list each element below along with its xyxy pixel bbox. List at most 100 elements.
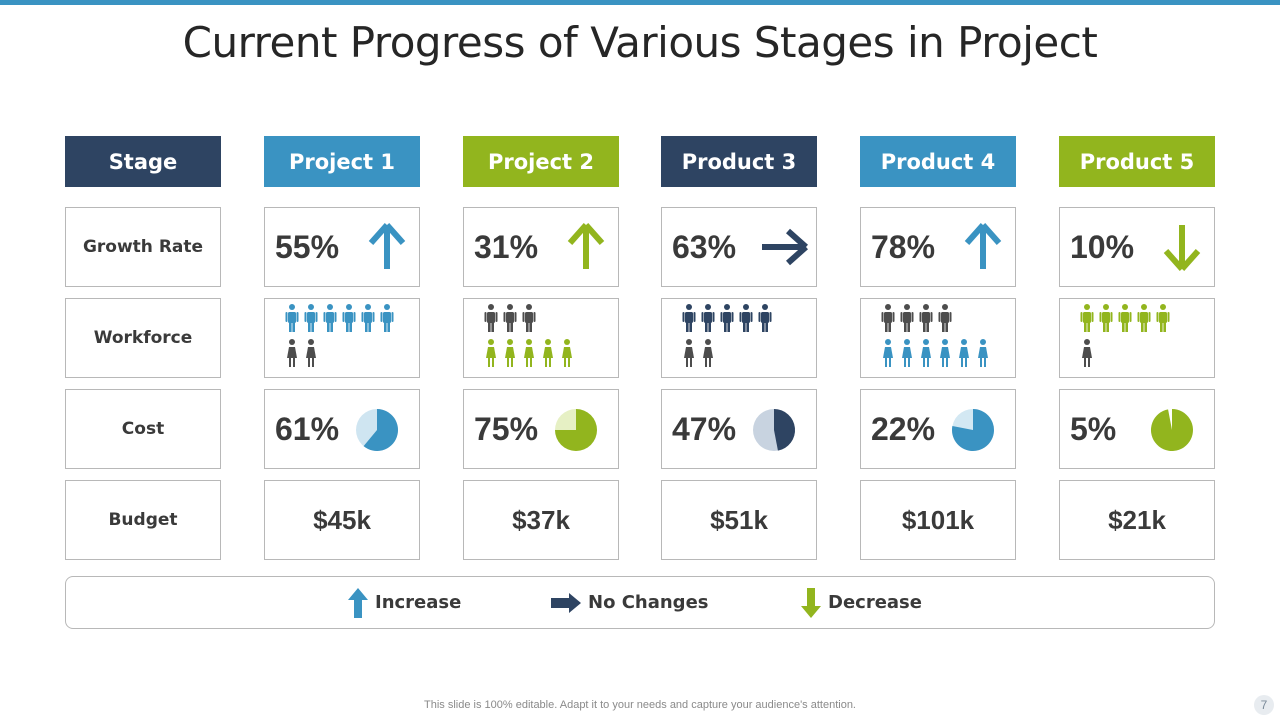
row-label-cost: Cost [65,389,221,469]
row-label-workforce: Workforce [65,298,221,378]
pie-chart-icon [951,409,994,451]
male-person-icon [720,304,734,332]
female-person-icon [486,339,496,367]
male-person-icon [380,304,394,332]
male-person-icon [682,304,696,332]
cost-value: 61% [275,410,340,447]
column-header-project-1: Project 1 [264,136,420,187]
row-label-budget: Budget [65,480,221,560]
workforce-cell [860,298,1016,378]
male-person-icon [1137,304,1151,332]
female-person-icon [505,339,515,367]
arrow-up-icon [348,587,368,618]
male-person-icon [758,304,772,332]
footer-note: This slide is 100% editable. Adapt it to… [424,699,856,711]
slide-title: Current Progress of Various Stages in Pr… [182,18,1098,67]
arrow-down-icon [1163,225,1201,271]
male-person-icon [919,304,933,332]
cost-value: 47% [672,410,737,447]
row-label-growth-rate: Growth Rate [65,207,221,287]
growth-rate-cell: 31% [463,207,619,287]
arrow-down-icon [801,587,821,618]
legend-increase-label: Increase [375,592,462,613]
workforce-cell [661,298,817,378]
budget-value: $51k [661,480,817,560]
legend-decrease: Decrease [800,577,922,628]
stage-header: Stage [65,136,221,187]
growth-rate-value: 78% [871,228,936,265]
male-person-icon [938,304,952,332]
female-person-icon [921,339,931,367]
legend-increase: Increase [347,577,461,628]
female-person-icon [543,339,553,367]
female-person-icon [959,339,969,367]
pie-chart-icon [753,409,796,451]
male-person-icon [484,304,498,332]
budget-value: $21k [1059,480,1215,560]
female-person-icon [562,339,572,367]
female-person-icon [684,339,694,367]
column-header-product-3: Product 3 [661,136,817,187]
male-person-icon [342,304,356,332]
people-icons [682,304,772,367]
column-header-project-2: Project 2 [463,136,619,187]
growth-rate-cell: 10% [1059,207,1215,287]
budget-value: $37k [463,480,619,560]
growth-rate-value: 55% [275,228,340,265]
growth-rate-value: 10% [1070,228,1135,265]
people-icons [1080,304,1170,367]
column-header-product-5: Product 5 [1059,136,1215,187]
cost-cell: 5% [1059,389,1215,469]
male-person-icon [503,304,517,332]
male-person-icon [285,304,299,332]
cost-cell: 22% [860,389,1016,469]
male-person-icon [1118,304,1132,332]
female-person-icon [902,339,912,367]
male-person-icon [323,304,337,332]
female-person-icon [703,339,713,367]
male-person-icon [881,304,895,332]
male-person-icon [522,304,536,332]
male-person-icon [701,304,715,332]
pie-slice [555,409,597,451]
arrow-right-icon [762,228,808,266]
growth-rate-cell: 78% [860,207,1016,287]
people-icons [484,304,572,367]
cost-value: 22% [871,410,936,447]
male-person-icon [900,304,914,332]
arrow-right-icon [551,592,581,613]
arrow-up-icon [368,223,406,269]
people-icons [285,304,394,367]
people-icons [881,304,988,367]
female-person-icon [940,339,950,367]
pie-slice [1150,409,1193,451]
male-person-icon [739,304,753,332]
male-person-icon [1080,304,1094,332]
legend-decrease-label: Decrease [828,592,922,613]
male-person-icon [1156,304,1170,332]
male-person-icon [361,304,375,332]
top-accent-bar [0,0,1280,5]
page-number: 7 [1254,695,1274,715]
pie-chart-icon [356,409,398,451]
legend-box: Increase No Changes Decrease [65,576,1215,629]
workforce-cell [463,298,619,378]
workforce-cell [1059,298,1215,378]
arrow-up-icon [567,223,605,269]
female-person-icon [306,339,316,367]
legend-no-changes: No Changes [550,577,709,628]
pie-chart-icon [555,409,597,451]
cost-value: 75% [474,410,539,447]
arrow-up-icon [964,223,1002,269]
cost-value: 5% [1070,410,1117,447]
growth-rate-value: 31% [474,228,539,265]
budget-value: $45k [264,480,420,560]
cost-cell: 75% [463,389,619,469]
male-person-icon [304,304,318,332]
pie-slice [774,409,796,451]
female-person-icon [1082,339,1092,367]
pie-chart-icon [1150,409,1193,451]
growth-rate-cell: 63% [661,207,817,287]
pie-slice [363,409,398,451]
growth-rate-cell: 55% [264,207,420,287]
